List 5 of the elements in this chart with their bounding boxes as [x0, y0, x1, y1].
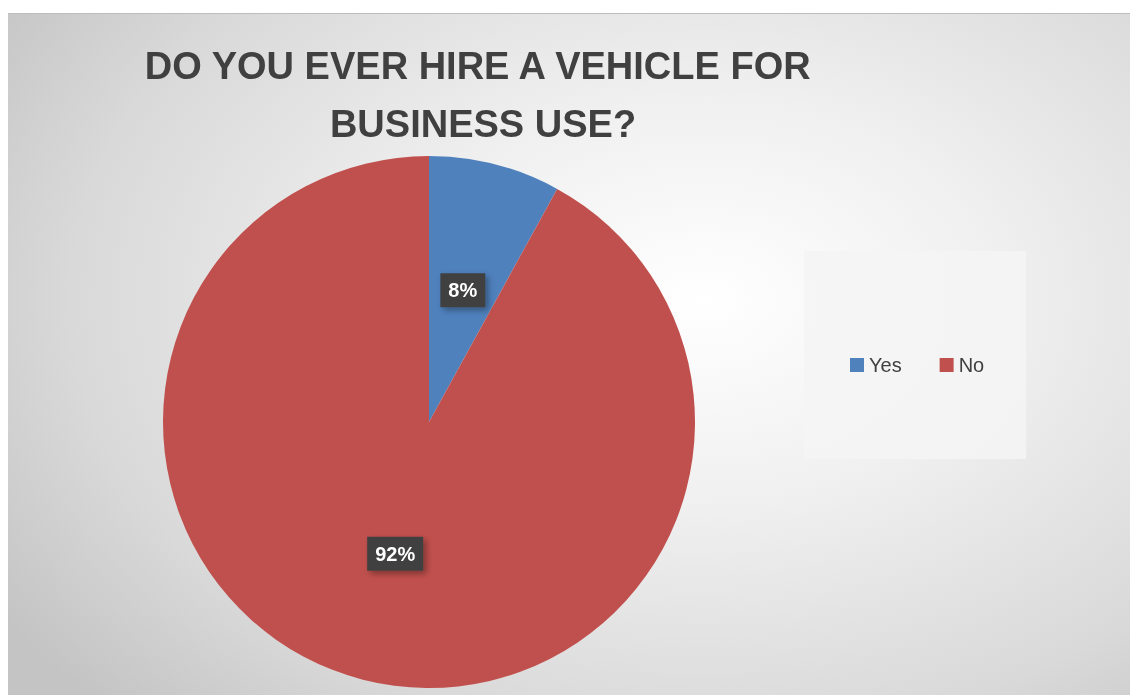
legend-label: No: [958, 354, 985, 376]
data-label: 92%: [375, 542, 416, 565]
chart-title: DO YOU EVER HIRE A VEHICLE FOR BUSINESS USE?: [144, 45, 822, 145]
data-label: 8%: [448, 279, 478, 302]
legend-label: Yes: [869, 354, 902, 376]
